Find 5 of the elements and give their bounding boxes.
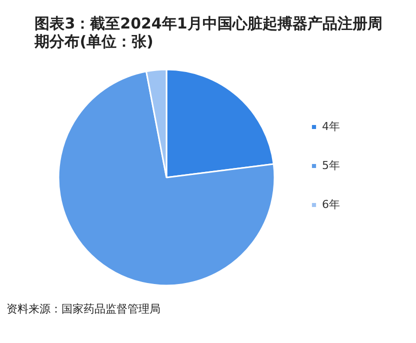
text: 资料来源：国家药品监督管理局 bbox=[6, 302, 160, 316]
legend-label: 4年 bbox=[322, 119, 341, 134]
legend-label: 6年 bbox=[322, 197, 341, 212]
chart-title: 图表3：截至2024年1月中国心脏起搏器产品注册周期分布(单位：张) bbox=[34, 14, 382, 50]
legend-label: 5年 bbox=[322, 158, 341, 173]
